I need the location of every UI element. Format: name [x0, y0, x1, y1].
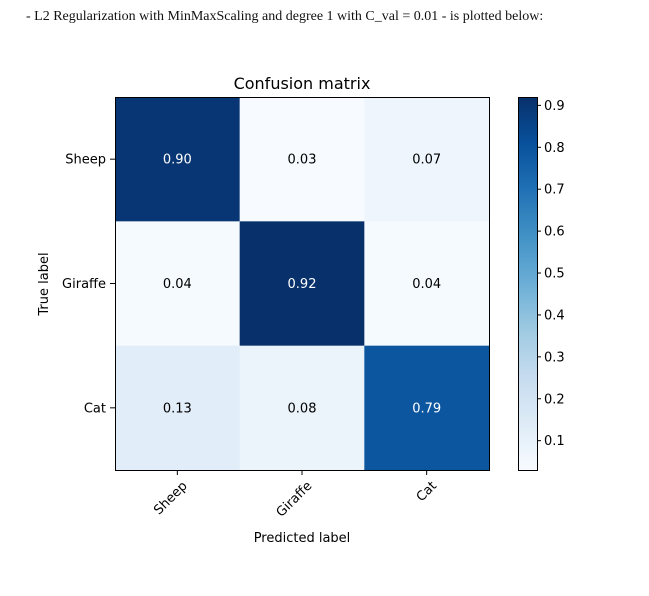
- heatmap-cell: [239, 97, 365, 222]
- colorbar-tick-label: 0.1: [544, 434, 565, 449]
- y-tick-label: Sheep: [65, 153, 106, 168]
- x-tick-label: Giraffe: [274, 479, 316, 521]
- colorbar-tick-label: 0.7: [544, 183, 565, 198]
- caption-text: - L2 Regularization with MinMaxScaling a…: [26, 9, 544, 24]
- x-tick-label: Sheep: [151, 479, 190, 518]
- cell-value-label: 0.92: [288, 277, 317, 292]
- y-axis-label: True label: [37, 252, 52, 316]
- heatmap-cell: [364, 97, 490, 222]
- y-tick-label: Cat: [84, 401, 106, 416]
- chart-title: Confusion matrix: [234, 74, 371, 93]
- colorbar-ticks: 0.1 0.2 0.3 0.4 0.5 0.6 0.7 0.8 0.9: [537, 99, 565, 449]
- y-tick-label: Giraffe: [62, 277, 106, 292]
- heatmap-cell: [239, 221, 365, 347]
- heatmap-cell: [364, 221, 490, 347]
- cell-value-label: 0.04: [163, 277, 192, 292]
- cell-value-label: 0.04: [412, 277, 441, 292]
- cell-value-label: 0.90: [163, 153, 192, 168]
- heatmap-cell-labels: 0.90 0.03 0.07 0.04 0.92 0.04 0.13 0.08 0.79: [163, 153, 441, 417]
- y-axis-ticks: Sheep Giraffe Cat: [62, 153, 115, 416]
- colorbar-tick-label: 0.3: [544, 350, 565, 365]
- x-axis-label: Predicted label: [254, 531, 351, 546]
- colorbar-tick-label: 0.4: [544, 308, 565, 323]
- cell-value-label: 0.08: [288, 401, 317, 416]
- heatmap-cell: [115, 221, 241, 347]
- colorbar: [518, 97, 537, 470]
- colorbar-frame: [518, 97, 538, 471]
- heatmap-cell: [115, 97, 241, 222]
- colorbar-tick-label: 0.6: [544, 225, 565, 240]
- cell-value-label: 0.79: [412, 401, 441, 416]
- colorbar-tick-label: 0.9: [544, 99, 565, 114]
- colorbar-tick-label: 0.8: [544, 141, 565, 156]
- colorbar-tick-label: 0.5: [544, 267, 565, 282]
- cell-value-label: 0.03: [288, 153, 317, 168]
- x-tick-label: Cat: [414, 479, 440, 505]
- heatmap-cell: [364, 345, 490, 471]
- heatmap-cell: [239, 345, 365, 471]
- x-axis-ticks: Sheep Giraffe Cat: [151, 470, 440, 520]
- colorbar-tick-label: 0.2: [544, 392, 565, 407]
- heatmap-cells: [115, 97, 490, 471]
- heatmap-cell: [115, 345, 241, 471]
- cell-value-label: 0.13: [163, 401, 192, 416]
- cell-value-label: 0.07: [412, 153, 441, 168]
